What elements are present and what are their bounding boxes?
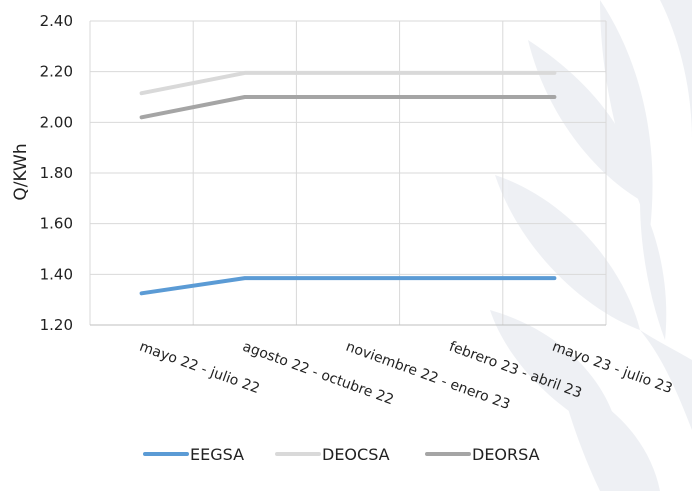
legend-label: EEGSA bbox=[190, 445, 244, 464]
legend: EEGSA DEOCSA DEORSA bbox=[143, 445, 540, 464]
y-tick-label: 2.00 bbox=[40, 113, 73, 131]
y-tick-label: 2.20 bbox=[40, 63, 73, 81]
legend-label: DEOCSA bbox=[322, 445, 390, 464]
series-line-deocsa bbox=[139, 70, 557, 96]
y-axis-label: Q/KWh bbox=[11, 143, 31, 200]
y-tick-label: 1.20 bbox=[40, 316, 73, 334]
y-tick-labels: 1.20 1.40 1.60 1.80 2.00 2.20 2.40 bbox=[40, 12, 73, 334]
y-tick-label: 1.60 bbox=[40, 215, 73, 233]
series-line-eegsa bbox=[139, 276, 557, 296]
legend-label: DEORSA bbox=[472, 445, 540, 464]
series-line-deorsa bbox=[139, 95, 557, 120]
x-tick-label: noviembre 22 - enero 23 bbox=[344, 339, 512, 413]
y-tick-label: 1.80 bbox=[40, 164, 73, 182]
leaf-watermark bbox=[490, 0, 692, 491]
y-tick-label: 1.40 bbox=[40, 265, 73, 283]
y-tick-label: 2.40 bbox=[40, 12, 73, 30]
series-lines bbox=[139, 70, 557, 296]
